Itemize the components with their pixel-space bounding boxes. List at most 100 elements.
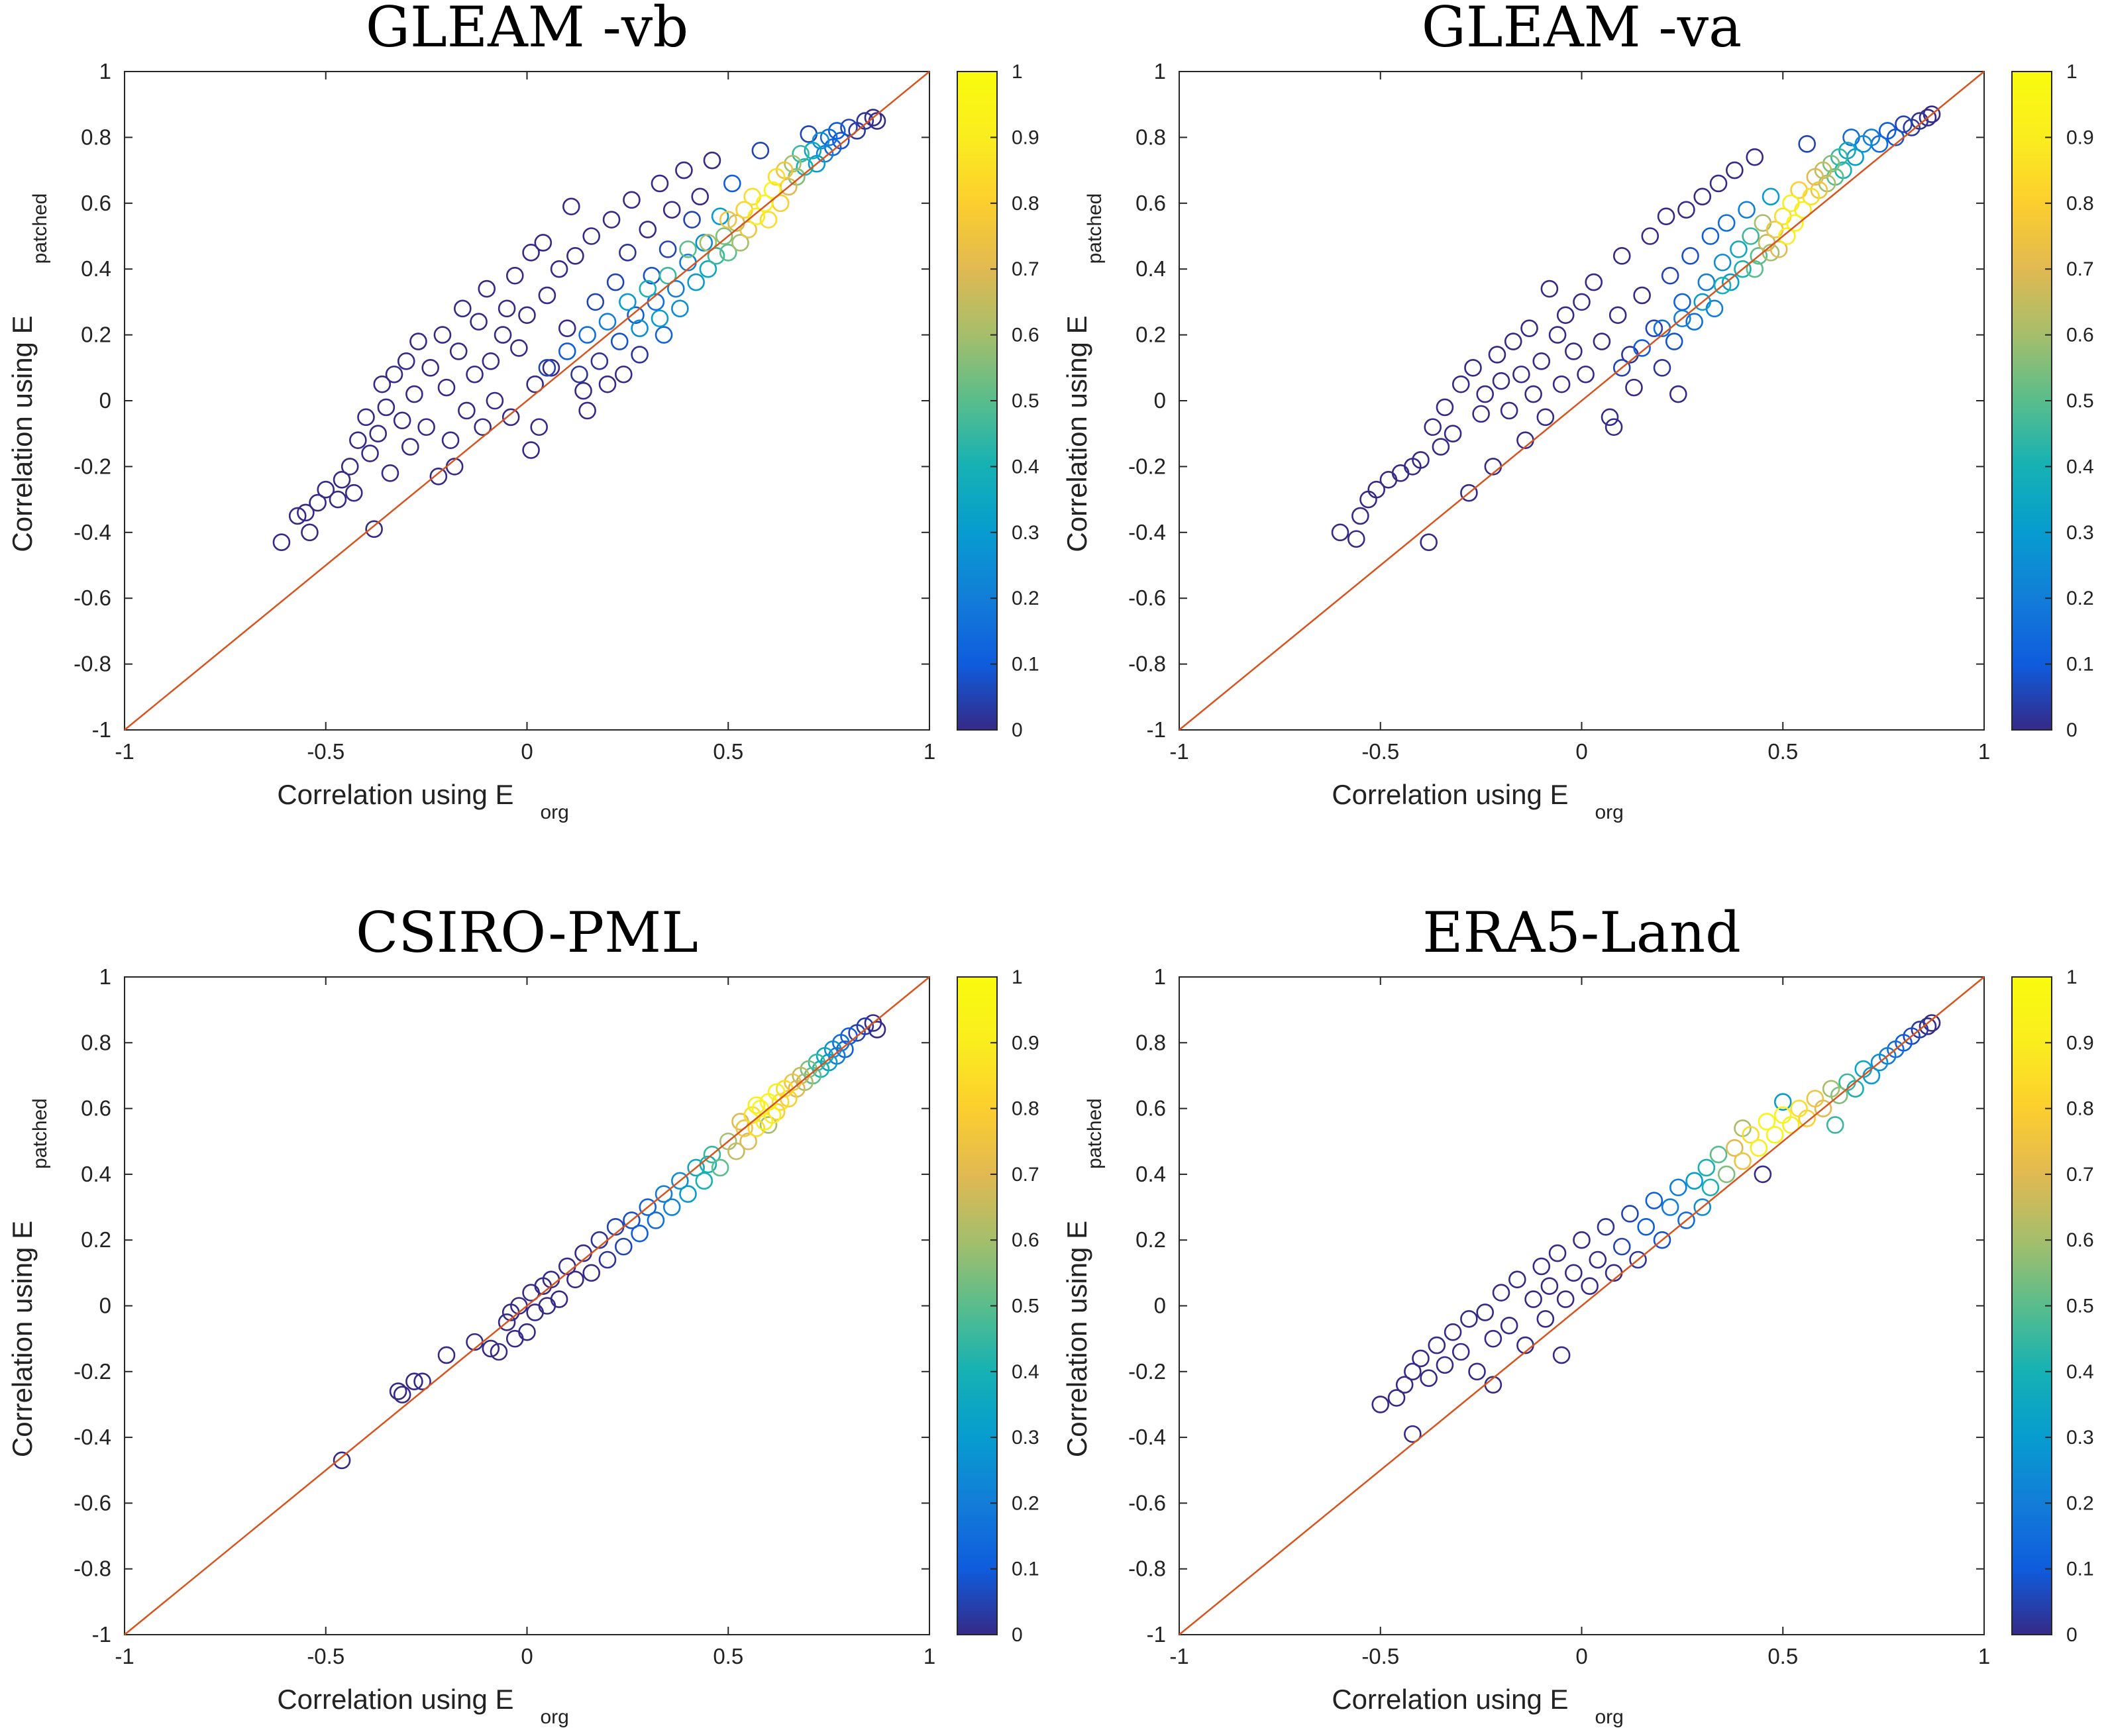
colorbar-tick-label: 0.6 bbox=[2066, 325, 2094, 346]
scatter-point bbox=[1653, 358, 1671, 377]
scatter-point bbox=[301, 523, 319, 542]
scatter-point bbox=[344, 484, 363, 502]
scatter-point bbox=[699, 260, 717, 278]
scatter-point bbox=[1573, 293, 1591, 311]
scatter-point bbox=[647, 1211, 665, 1229]
scatter-point bbox=[1709, 174, 1728, 193]
scatter-point bbox=[1730, 240, 1748, 258]
scatter-point bbox=[1536, 1310, 1555, 1328]
scatter-point bbox=[1919, 1017, 1937, 1035]
scatter-point bbox=[598, 375, 617, 393]
scatter-point bbox=[413, 1372, 431, 1390]
scatter-point bbox=[1903, 119, 1921, 136]
y-tick-label: 0.8 bbox=[1135, 125, 1166, 149]
colorbar-tick-label: 0.3 bbox=[2066, 522, 2094, 544]
scatter-point bbox=[1367, 480, 1385, 499]
scatter-point bbox=[309, 493, 327, 512]
scatter-point bbox=[482, 1339, 500, 1358]
scatter-points bbox=[333, 1014, 886, 1470]
scatter-point bbox=[1726, 1139, 1744, 1157]
y-tick-label: -0.2 bbox=[1128, 454, 1166, 478]
x-axis-label-subscript: org bbox=[1595, 801, 1624, 823]
scatter-point bbox=[1371, 1396, 1390, 1413]
scatter-point bbox=[1504, 332, 1522, 350]
scatter-point bbox=[1540, 280, 1559, 298]
colorbar-tick-label: 0.4 bbox=[1012, 1361, 1039, 1383]
scatter-point bbox=[683, 211, 701, 229]
scatter-point bbox=[655, 326, 673, 344]
scatter-point bbox=[1769, 240, 1788, 258]
y-tick-label: 0.8 bbox=[81, 125, 111, 149]
scatter-point bbox=[703, 1145, 721, 1164]
scatter-point bbox=[349, 431, 367, 449]
scatter-point bbox=[1790, 1099, 1808, 1117]
scatter-point bbox=[341, 458, 359, 476]
scatter-point bbox=[466, 365, 484, 383]
scatter-point bbox=[272, 533, 291, 552]
scatter-point bbox=[409, 332, 427, 350]
colorbar-tick-label: 0.4 bbox=[1012, 456, 1039, 478]
scatter-point bbox=[819, 128, 838, 146]
scatter-point bbox=[478, 280, 496, 298]
scatter-point bbox=[1520, 319, 1538, 337]
y-tick-label: -0.8 bbox=[1128, 1557, 1166, 1581]
scatter-point bbox=[848, 122, 866, 140]
colorbar-tick-label: 0.1 bbox=[2066, 654, 2094, 676]
scatter-point bbox=[1476, 1303, 1494, 1321]
y-tick-label: 0.2 bbox=[1135, 323, 1166, 347]
x-tick-label: 0 bbox=[521, 739, 533, 764]
x-axis-label: Correlation using E bbox=[1332, 779, 1568, 810]
scatter-point bbox=[590, 352, 609, 370]
scatter-point bbox=[333, 470, 351, 489]
scatter-point bbox=[405, 385, 423, 403]
scatter-point bbox=[1412, 451, 1430, 469]
colorbar-tick-label: 0.6 bbox=[1012, 1229, 1039, 1251]
x-axis-label: Correlation using E bbox=[277, 779, 513, 810]
scatter-point bbox=[534, 234, 553, 252]
scatter-point bbox=[1738, 201, 1756, 219]
scatter-point bbox=[397, 352, 415, 370]
scatter-point bbox=[1641, 227, 1660, 245]
scatter-point bbox=[582, 1264, 601, 1282]
scatter-point bbox=[662, 201, 681, 219]
scatter-point bbox=[1794, 201, 1812, 219]
scatter-point bbox=[1464, 358, 1482, 377]
scatter-point bbox=[1581, 1277, 1599, 1296]
scatter-point bbox=[739, 1132, 757, 1150]
scatter-point bbox=[361, 444, 379, 462]
scatter-point bbox=[679, 240, 697, 258]
colorbar-tick-label: 1 bbox=[2066, 966, 2078, 988]
scatter-point bbox=[1713, 276, 1732, 295]
colorbar-tick-label: 0.8 bbox=[2066, 193, 2094, 215]
scatter-point bbox=[482, 352, 500, 370]
scatter-point bbox=[1782, 194, 1800, 213]
y-tick-label: 0.4 bbox=[1135, 256, 1166, 281]
scatter-point bbox=[1625, 378, 1643, 397]
scatter-point bbox=[1681, 247, 1699, 265]
scatter-point bbox=[800, 125, 818, 143]
scatter-point bbox=[1589, 1251, 1607, 1269]
scatter-point bbox=[1653, 1231, 1671, 1249]
scatter-point bbox=[1677, 201, 1695, 219]
scatter-point bbox=[743, 187, 761, 206]
scatter-point bbox=[437, 378, 456, 397]
scatter-point bbox=[1765, 1126, 1784, 1144]
colorbar-tick-label: 1 bbox=[1012, 966, 1023, 988]
scatter-points bbox=[272, 109, 886, 552]
scatter-point bbox=[393, 1386, 411, 1404]
scatter-point bbox=[639, 221, 657, 238]
scatter-point bbox=[1870, 1053, 1889, 1072]
scatter-point bbox=[1556, 306, 1575, 325]
scatter-point bbox=[377, 398, 395, 417]
scatter-point bbox=[1460, 484, 1478, 502]
colorbar-tick-label: 0.7 bbox=[2066, 1164, 2094, 1186]
scatter-point bbox=[1508, 1270, 1526, 1289]
y-tick-label: 1 bbox=[99, 964, 111, 989]
x-tick-label: -0.5 bbox=[1361, 739, 1399, 764]
scatter-point bbox=[1621, 1205, 1639, 1223]
scatter-point bbox=[558, 319, 576, 337]
colorbar-tick-label: 1 bbox=[1012, 61, 1023, 83]
scatter-point bbox=[1746, 260, 1764, 278]
scatter-point bbox=[759, 211, 778, 229]
